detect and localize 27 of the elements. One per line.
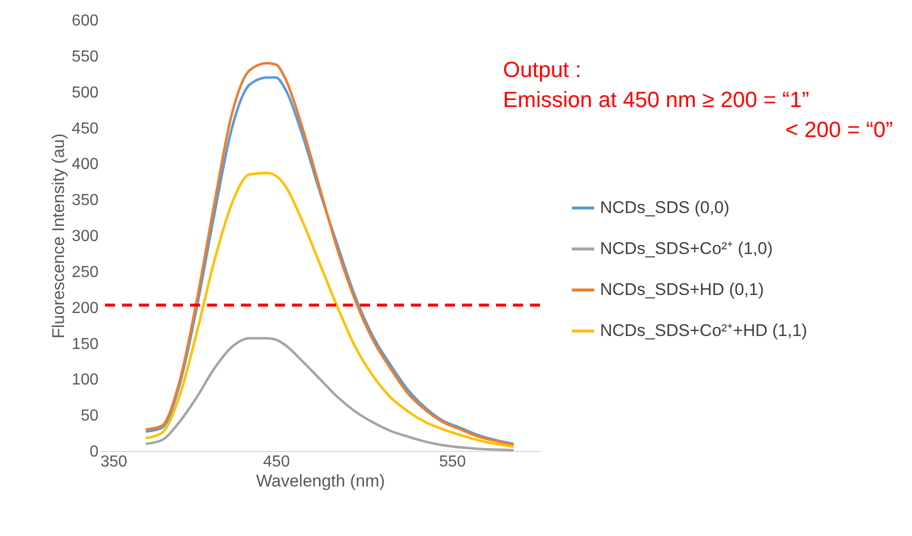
annotation: Emission at 450 nm ≥ 200 = “1” [503,86,810,114]
line-series [144,336,515,452]
y-tick-label: 350 [72,192,99,210]
y-tick-label: 100 [72,372,99,389]
y-tick-label: 400 [72,156,99,174]
y-tick-label: 0 [90,444,99,460]
y-tick-label: 550 [72,48,99,66]
y-tick-label: 600 [72,12,99,30]
y-tick-label: 250 [72,264,99,281]
line-series [144,172,515,448]
x-tick-label: 550 [439,454,466,470]
legend-label: NCDs_SDS+Co²⁺ (1,0) [600,239,773,258]
y-tick-label: 200 [72,300,99,317]
y-tick-label: 500 [72,84,99,102]
x-axis-title: Wavelength (nm) [256,472,385,490]
legend-label: NCDs_SDS (0,0) [600,198,730,217]
y-tick-label: 50 [80,408,99,425]
legend-label: NCDs_SDS+HD (0,1) [600,280,764,299]
y-axis-title: Fluorescence Intensity (au) [48,133,68,339]
annotation: Output : [503,56,582,84]
x-tick-label: 450 [263,454,290,470]
legend-label: NCDs_SDS+Co²⁺+HD (1,1) [600,321,808,340]
x-tick-label: 350 [100,454,128,470]
y-tick-label: 300 [72,228,99,245]
text: < 200 = “0” [784,116,893,144]
y-tick-label: 150 [72,336,99,353]
y-tick-label: 450 [72,120,99,138]
